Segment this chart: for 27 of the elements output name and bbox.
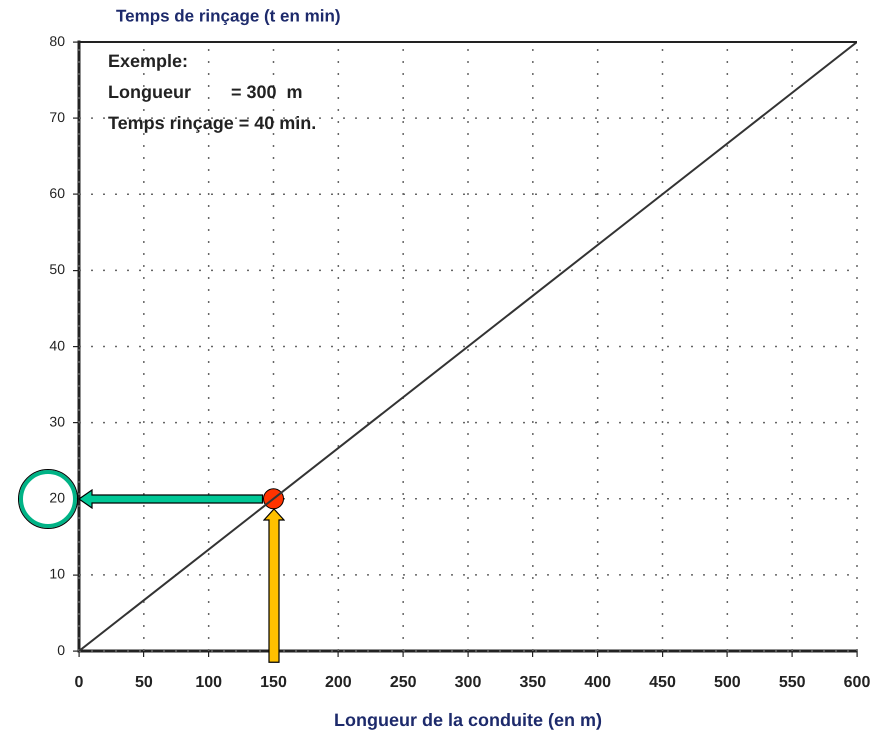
y-tick-label: 50 xyxy=(49,261,66,278)
y-tick-label: 20 xyxy=(49,490,66,506)
y-tick-label: 30 xyxy=(49,413,66,430)
annotation: Longueur = 300 m xyxy=(108,82,303,102)
x-axis-title: Longueur de la conduite (en m) xyxy=(334,710,602,730)
annotation: Temps rinçage = 40 min. xyxy=(108,112,316,133)
x-tick-label: 400 xyxy=(584,674,612,692)
y-tick-label: 40 xyxy=(49,337,66,354)
y-tick-label: 70 xyxy=(49,108,66,125)
x-tick-label: 500 xyxy=(714,674,741,692)
y-axis-title: Temps de rinçage (t en min) xyxy=(116,6,341,26)
x-tick-label: 300 xyxy=(454,674,482,692)
x-tick-label: 350 xyxy=(519,674,546,692)
x-tick-label: 150 xyxy=(260,674,287,692)
x-tick-label: 0 xyxy=(74,674,84,692)
y-tick-label: 60 xyxy=(49,185,66,202)
x-tick-label: 550 xyxy=(778,674,806,692)
y-tick-label: 0 xyxy=(57,642,66,658)
x-tick-label: 100 xyxy=(195,674,222,692)
y-tick-label: 80 xyxy=(49,32,66,49)
x-tick-label: 450 xyxy=(649,674,676,692)
x-tick-label: 50 xyxy=(134,674,153,692)
y-tick-label: 10 xyxy=(49,566,66,582)
x-tick-label: 250 xyxy=(390,674,417,692)
x-tick-label: 200 xyxy=(324,674,352,692)
annotation: Exemple: xyxy=(108,50,188,71)
x-tick-label: 600 xyxy=(844,674,870,692)
